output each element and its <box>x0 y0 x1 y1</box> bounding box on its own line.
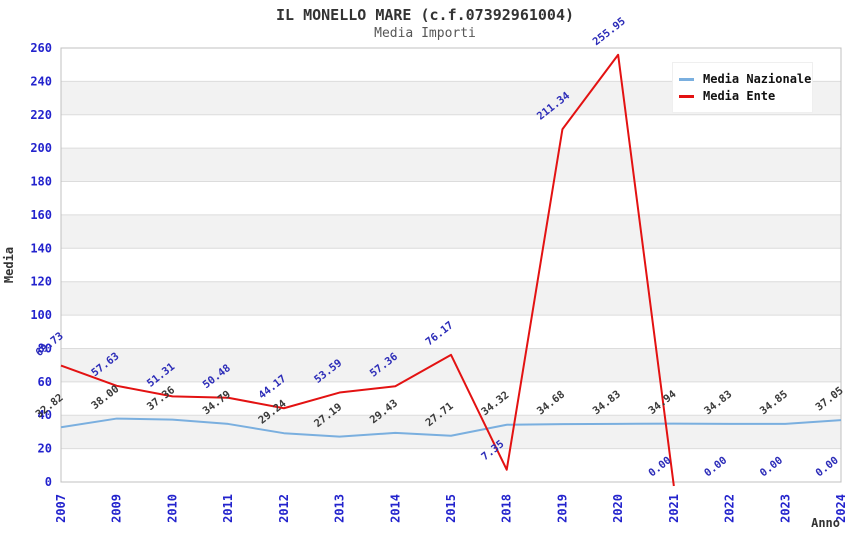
svg-text:34.32: 34.32 <box>479 389 511 418</box>
svg-text:100: 100 <box>30 308 52 322</box>
svg-text:180: 180 <box>30 175 52 189</box>
y-tick-labels: 0 20 40 60 80 100 120 140 160 180 200 220 240 260 <box>30 41 52 489</box>
svg-text:60: 60 <box>38 375 52 389</box>
plot-border <box>60 47 842 483</box>
series-media-ente <box>60 53 675 487</box>
svg-text:220: 220 <box>30 108 52 122</box>
svg-text:80: 80 <box>38 341 52 355</box>
legend-box: Media Nazionale Media Ente <box>672 62 813 113</box>
svg-text:0.00: 0.00 <box>758 454 785 479</box>
x-tick-labels: 2007 2009 2010 2011 2012 2013 2014 2015 2018 2019… <box>54 494 848 523</box>
legend-item-media-ente: Media Ente <box>679 89 804 103</box>
chart-subtitle: Media Importi <box>374 26 476 41</box>
svg-text:38.00: 38.00 <box>89 383 121 412</box>
legend-label: Media Nazionale <box>703 72 812 86</box>
svg-text:2022: 2022 <box>723 494 737 523</box>
svg-text:2010: 2010 <box>165 494 179 523</box>
svg-text:2019: 2019 <box>555 494 569 523</box>
svg-text:2014: 2014 <box>388 494 402 523</box>
chart-title: IL MONELLO MARE (c.f.07392961004) <box>275 6 574 24</box>
y-axis-label: Media <box>2 246 16 284</box>
svg-text:200: 200 <box>30 141 52 155</box>
svg-text:240: 240 <box>30 74 52 88</box>
svg-text:20: 20 <box>38 442 52 456</box>
svg-text:34.85: 34.85 <box>758 388 790 417</box>
svg-text:34.68: 34.68 <box>535 389 567 418</box>
legend-item-media-nazionale: Media Nazionale <box>679 72 811 86</box>
svg-text:0.00: 0.00 <box>702 454 729 479</box>
series-media-nazionale <box>60 417 842 438</box>
svg-text:2021: 2021 <box>667 494 681 523</box>
svg-text:40: 40 <box>38 408 52 422</box>
media-nazionale-line-swatch-icon <box>679 77 694 81</box>
svg-text:34.83: 34.83 <box>591 388 623 417</box>
svg-text:2015: 2015 <box>444 494 458 523</box>
svg-text:37.36: 37.36 <box>145 384 177 413</box>
svg-text:34.79: 34.79 <box>201 388 233 417</box>
svg-text:2020: 2020 <box>611 494 625 523</box>
media-ente-line-swatch-icon <box>679 94 694 98</box>
svg-text:2007: 2007 <box>54 494 68 523</box>
svg-text:2011: 2011 <box>221 494 235 523</box>
svg-text:2018: 2018 <box>500 494 514 523</box>
svg-text:2023: 2023 <box>778 494 792 523</box>
svg-text:140: 140 <box>30 241 52 255</box>
svg-text:76.17: 76.17 <box>423 319 455 348</box>
svg-text:2012: 2012 <box>277 494 291 523</box>
svg-text:260: 260 <box>30 41 52 55</box>
svg-text:120: 120 <box>30 275 52 289</box>
svg-text:160: 160 <box>30 208 52 222</box>
svg-text:0: 0 <box>45 475 52 489</box>
svg-text:2024: 2024 <box>834 494 848 523</box>
svg-text:2013: 2013 <box>333 494 347 523</box>
legend-label: Media Ente <box>703 89 776 103</box>
svg-text:2009: 2009 <box>110 494 124 523</box>
x-axis-label: Anno <box>811 516 840 530</box>
svg-text:0.00: 0.00 <box>813 454 840 479</box>
svg-text:34.83: 34.83 <box>702 388 734 417</box>
